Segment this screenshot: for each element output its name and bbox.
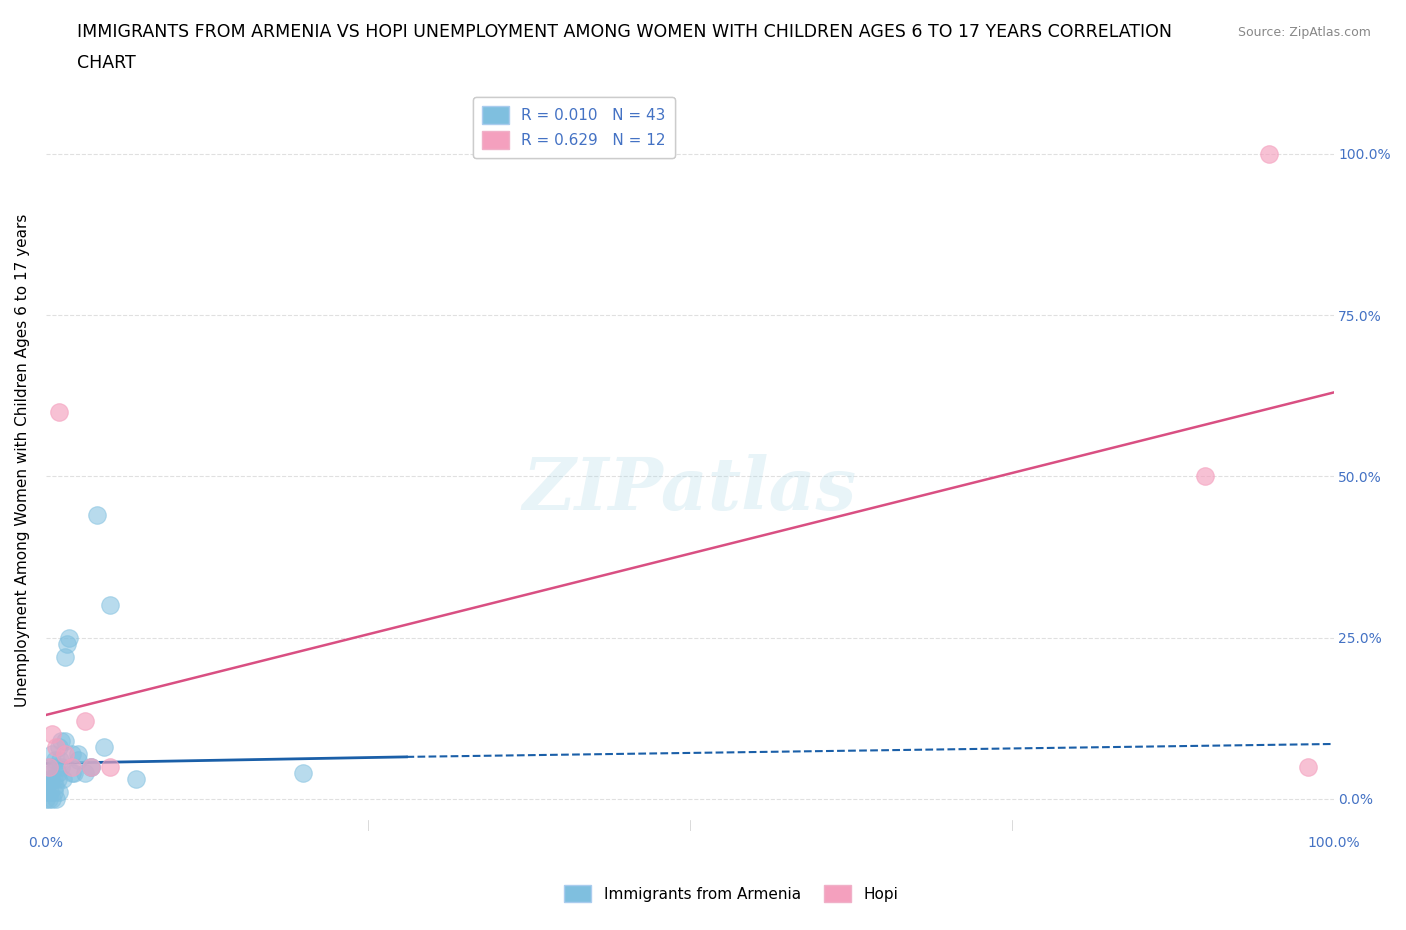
Point <box>49 752 72 767</box>
Point <box>67 752 90 767</box>
Point <box>73 765 96 780</box>
Point <box>37 785 59 800</box>
Point <box>292 765 315 780</box>
Point <box>1258 146 1281 161</box>
Text: ZIPatlas: ZIPatlas <box>523 455 856 525</box>
Point <box>86 508 108 523</box>
Point <box>51 759 73 774</box>
Point <box>60 765 83 780</box>
Point <box>80 759 103 774</box>
Point <box>41 791 63 806</box>
Point <box>44 778 66 793</box>
Point <box>51 734 73 749</box>
Point <box>38 759 60 774</box>
Text: IMMIGRANTS FROM ARMENIA VS HOPI UNEMPLOYMENT AMONG WOMEN WITH CHILDREN AGES 6 TO: IMMIGRANTS FROM ARMENIA VS HOPI UNEMPLOY… <box>77 23 1173 41</box>
Point <box>73 714 96 729</box>
Y-axis label: Unemployment Among Women with Children Ages 6 to 17 years: Unemployment Among Women with Children A… <box>15 214 30 707</box>
Point <box>1296 759 1319 774</box>
Point <box>45 791 67 806</box>
Point <box>98 598 121 613</box>
Point <box>39 765 62 780</box>
Point <box>60 746 83 761</box>
Point <box>67 746 90 761</box>
Point <box>53 649 76 664</box>
Point <box>80 759 103 774</box>
Point <box>53 734 76 749</box>
Point <box>52 772 75 787</box>
Point <box>1194 469 1216 484</box>
Point <box>48 405 70 419</box>
Point <box>39 772 62 787</box>
Point <box>45 739 67 754</box>
Point <box>58 631 80 645</box>
Point <box>41 727 63 742</box>
Point <box>53 746 76 761</box>
Point <box>125 772 148 787</box>
Point <box>63 765 86 780</box>
Point <box>46 772 69 787</box>
Point <box>44 752 66 767</box>
Point <box>38 772 60 787</box>
Point <box>35 791 58 806</box>
Point <box>93 739 115 754</box>
Point <box>48 739 70 754</box>
Point <box>98 759 121 774</box>
Text: Source: ZipAtlas.com: Source: ZipAtlas.com <box>1237 26 1371 39</box>
Legend: R = 0.010   N = 43, R = 0.629   N = 12: R = 0.010 N = 43, R = 0.629 N = 12 <box>472 97 675 158</box>
Point <box>37 778 59 793</box>
Point <box>80 759 103 774</box>
Point <box>48 785 70 800</box>
Point <box>55 636 77 651</box>
Legend: Immigrants from Armenia, Hopi: Immigrants from Armenia, Hopi <box>558 879 904 909</box>
Point <box>38 759 60 774</box>
Point <box>45 759 67 774</box>
Point <box>42 785 65 800</box>
Point <box>46 765 69 780</box>
Point <box>38 785 60 800</box>
Point <box>41 746 63 761</box>
Point <box>42 772 65 787</box>
Point <box>35 778 58 793</box>
Point <box>38 791 60 806</box>
Point <box>60 759 83 774</box>
Text: CHART: CHART <box>77 54 136 72</box>
